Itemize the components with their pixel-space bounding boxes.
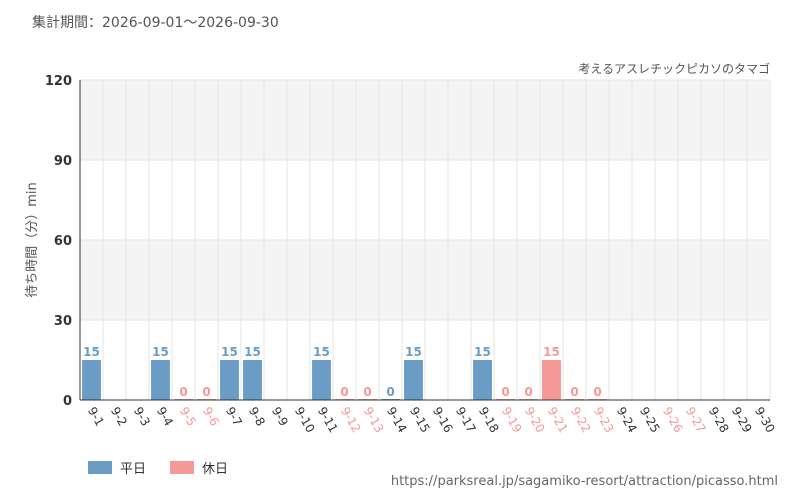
y-tick-label: 30 [54,314,72,329]
x-tick-label: 9-30 [752,405,778,436]
bar [82,360,101,400]
x-tick-label: 9-12 [338,405,364,436]
x-tick-label: 9-11 [315,405,341,436]
collection-period: 集計期間：2026-09-01〜2026-09-30 [32,15,279,31]
x-tick-label: 9-22 [568,405,594,436]
data-label: 0 [524,385,532,399]
x-tick-label: 9-26 [660,405,686,436]
legend-item-holiday: 休日 [170,458,228,477]
data-label: 15 [221,345,238,359]
data-label: 0 [363,385,371,399]
legend: 平日 休日 [88,458,252,477]
data-label: 15 [543,345,560,359]
data-label: 0 [570,385,578,399]
x-tick-label: 9-16 [430,405,456,436]
data-labels: 15 15 0 0 15 15 15 0 0 0 15 15 0 0 15 0 0 [83,345,602,399]
x-tick-label: 9-17 [453,405,479,436]
legend-label-weekday: 平日 [120,462,147,477]
data-label: 15 [244,345,261,359]
bar [243,360,262,400]
x-tick-label: 9-28 [706,405,732,436]
data-label: 0 [340,385,348,399]
data-label: 0 [179,385,187,399]
x-tick-label: 9-20 [522,405,548,436]
axes [79,80,770,401]
bar [542,360,561,400]
bar [404,360,423,400]
data-label: 15 [405,345,422,359]
x-tick-label: 9-14 [384,405,410,436]
x-tick-label: 9-5 [177,405,199,429]
y-tick-label: 90 [54,154,72,169]
bars [82,360,607,400]
x-tick-label: 9-9 [269,405,291,429]
data-label: 15 [83,345,100,359]
data-label: 15 [152,345,169,359]
data-label: 0 [386,385,394,399]
bar [220,360,239,400]
x-tick-label: 9-1 [85,405,107,429]
x-tick-label: 9-18 [476,405,502,436]
x-tick-label: 9-2 [108,405,130,429]
legend-swatch-holiday [170,461,195,474]
data-label: 15 [474,345,491,359]
x-tick-label: 9-7 [223,405,245,429]
data-label: 0 [593,385,601,399]
x-tick-label: 9-6 [200,405,222,429]
x-tick-label: 9-27 [683,405,709,436]
source-url: https://parksreal.jp/sagamiko-resort/att… [390,474,778,489]
bar [312,360,331,400]
data-label: 15 [313,345,330,359]
legend-item-weekday: 平日 [88,458,146,477]
y-tick-label: 0 [63,394,72,409]
legend-swatch-weekday [88,461,112,474]
x-tick-label: 9-10 [292,405,318,436]
y-tick-labels: 0 30 60 90 120 [45,74,72,409]
y-tick-label: 60 [54,234,72,249]
y-tick-label: 120 [45,74,72,89]
bar [473,360,492,400]
x-tick-label: 9-21 [545,405,571,436]
x-tick-label: 9-3 [131,405,153,429]
bar [151,360,170,400]
x-tick-label: 9-13 [361,405,387,436]
x-tick-label: 9-4 [154,405,176,429]
data-label: 0 [202,385,210,399]
x-tick-label: 9-23 [591,405,617,436]
x-tick-label: 9-19 [499,405,525,436]
x-tick-label: 9-25 [637,405,663,436]
x-tick-labels: 9-1 9-2 9-3 9-4 9-5 9-6 9-7 9-8 9-9 9-109-119-129… [85,405,778,436]
y-axis-label: 待ち時間（分）min [25,182,40,298]
attraction-name: 考えるアスレチックピカソのタマゴ [578,62,770,76]
x-tick-label: 9-24 [614,405,640,436]
x-tick-label: 9-8 [246,405,268,429]
legend-label-holiday: 休日 [202,462,229,477]
x-tick-label: 9-15 [407,405,433,436]
data-label: 0 [501,385,509,399]
x-tick-label: 9-29 [729,405,755,436]
